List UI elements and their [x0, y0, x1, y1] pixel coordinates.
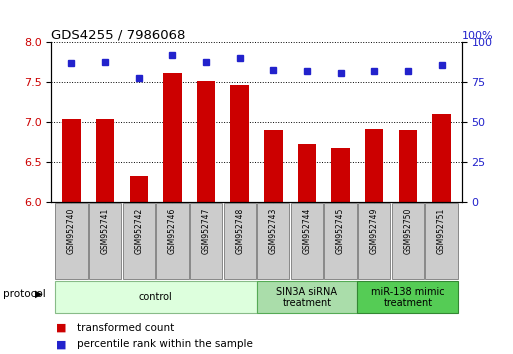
- Text: GSM952744: GSM952744: [303, 208, 311, 255]
- Text: GSM952746: GSM952746: [168, 208, 177, 255]
- Bar: [298, 144, 316, 202]
- FancyBboxPatch shape: [425, 202, 458, 279]
- FancyBboxPatch shape: [224, 202, 256, 279]
- Text: GSM952743: GSM952743: [269, 208, 278, 255]
- Text: control: control: [139, 292, 172, 302]
- FancyBboxPatch shape: [190, 202, 222, 279]
- Text: miR-138 mimic
treatment: miR-138 mimic treatment: [371, 286, 445, 308]
- Bar: [197, 81, 215, 202]
- Text: GSM952751: GSM952751: [437, 208, 446, 254]
- Text: GSM952745: GSM952745: [336, 208, 345, 255]
- FancyBboxPatch shape: [55, 281, 256, 313]
- Text: GSM952749: GSM952749: [370, 208, 379, 255]
- Text: GSM952741: GSM952741: [101, 208, 110, 254]
- FancyBboxPatch shape: [358, 202, 390, 279]
- Text: GSM952740: GSM952740: [67, 208, 76, 255]
- Bar: [432, 114, 451, 202]
- FancyBboxPatch shape: [55, 202, 88, 279]
- Bar: [399, 130, 417, 202]
- FancyBboxPatch shape: [324, 202, 357, 279]
- Bar: [163, 73, 182, 202]
- Bar: [331, 148, 350, 202]
- Text: percentile rank within the sample: percentile rank within the sample: [77, 339, 253, 349]
- Text: 100%: 100%: [462, 31, 494, 41]
- Text: GSM952750: GSM952750: [403, 208, 412, 255]
- FancyBboxPatch shape: [156, 202, 189, 279]
- Text: ■: ■: [56, 339, 67, 349]
- Text: GSM952748: GSM952748: [235, 208, 244, 254]
- Text: GSM952747: GSM952747: [202, 208, 210, 255]
- Bar: [129, 176, 148, 202]
- Text: protocol: protocol: [3, 289, 45, 299]
- FancyBboxPatch shape: [291, 202, 323, 279]
- Text: GSM952742: GSM952742: [134, 208, 143, 254]
- FancyBboxPatch shape: [256, 281, 358, 313]
- FancyBboxPatch shape: [89, 202, 121, 279]
- FancyBboxPatch shape: [358, 281, 458, 313]
- Text: ■: ■: [56, 322, 67, 332]
- FancyBboxPatch shape: [257, 202, 289, 279]
- Bar: [365, 129, 384, 202]
- Text: GDS4255 / 7986068: GDS4255 / 7986068: [51, 28, 186, 41]
- FancyBboxPatch shape: [123, 202, 155, 279]
- Text: SIN3A siRNA
treatment: SIN3A siRNA treatment: [277, 286, 338, 308]
- Text: ▶: ▶: [35, 289, 43, 299]
- Bar: [230, 85, 249, 202]
- Bar: [96, 119, 114, 202]
- Bar: [62, 119, 81, 202]
- FancyBboxPatch shape: [392, 202, 424, 279]
- Text: transformed count: transformed count: [77, 322, 174, 332]
- Bar: [264, 130, 283, 202]
